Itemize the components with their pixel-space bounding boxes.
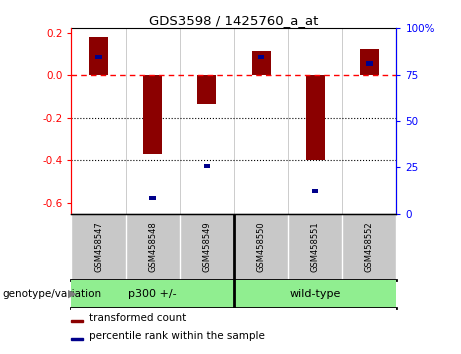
Text: GSM458551: GSM458551 [311, 221, 320, 272]
Text: GSM458549: GSM458549 [202, 221, 212, 272]
Text: GSM458547: GSM458547 [94, 221, 103, 272]
Text: ▶: ▶ [68, 289, 77, 299]
Bar [306, 75, 325, 160]
Text: GSM458552: GSM458552 [365, 221, 374, 272]
Bar [366, 62, 372, 65]
Bar [95, 55, 102, 59]
Bar [197, 75, 216, 104]
Bar [312, 189, 319, 193]
Text: GSM458548: GSM458548 [148, 221, 157, 272]
Bar [149, 196, 156, 200]
Text: wild-type: wild-type [290, 289, 341, 299]
Text: percentile rank within the sample: percentile rank within the sample [89, 331, 265, 341]
Bar [258, 55, 264, 59]
Bar [204, 164, 210, 168]
Bar [252, 51, 271, 75]
Text: genotype/variation: genotype/variation [2, 289, 101, 299]
Bar [360, 48, 379, 75]
Title: GDS3598 / 1425760_a_at: GDS3598 / 1425760_a_at [149, 14, 319, 27]
Text: transformed count: transformed count [89, 313, 187, 323]
Bar [143, 75, 162, 154]
Text: GSM458550: GSM458550 [256, 221, 266, 272]
Bar [71, 338, 83, 340]
Bar [89, 37, 108, 75]
Text: p300 +/-: p300 +/- [129, 289, 177, 299]
Bar [71, 320, 83, 322]
